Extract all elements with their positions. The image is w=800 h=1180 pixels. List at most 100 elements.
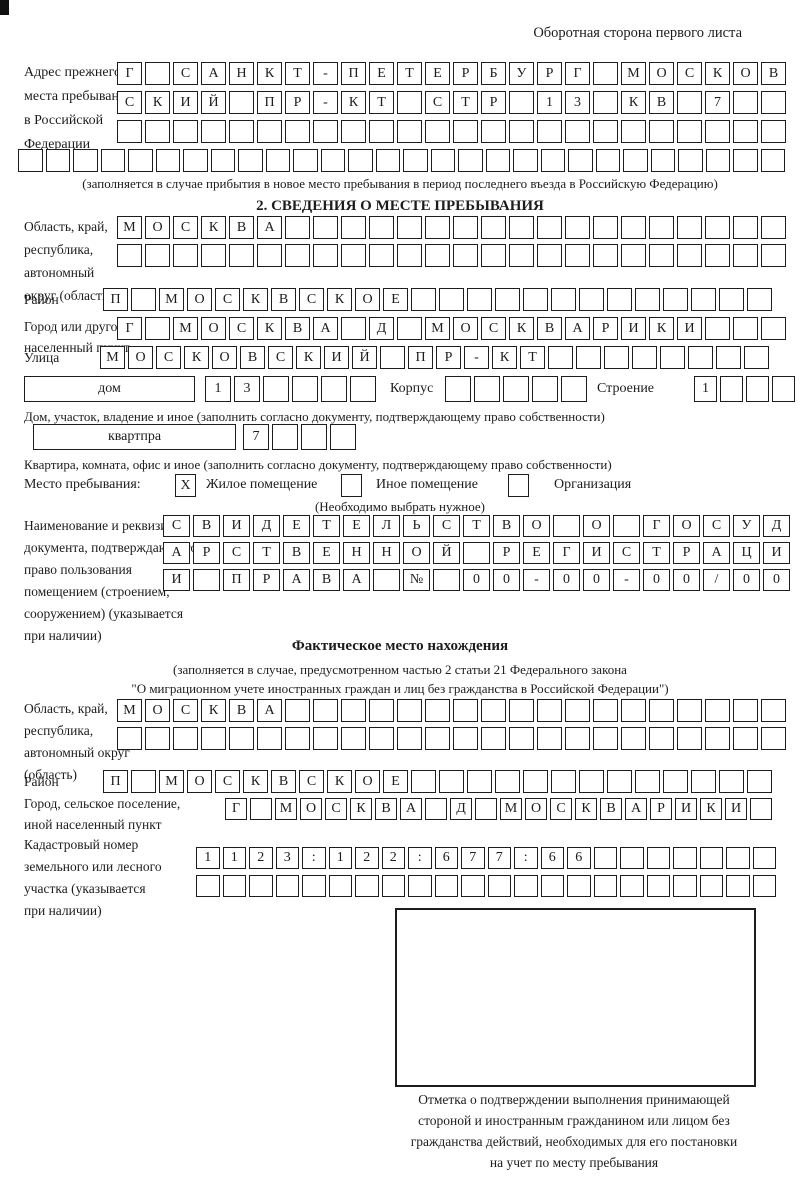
char-cell — [439, 288, 464, 311]
char-cell — [453, 120, 478, 143]
char-cell: С — [215, 770, 240, 793]
char-cell — [540, 149, 565, 172]
char-cell — [663, 288, 688, 311]
char-cell — [193, 569, 220, 591]
char-cell — [635, 288, 660, 311]
prev-address-label-line4: Федерации — [24, 137, 91, 152]
char-cell — [285, 699, 310, 722]
char-cell: С — [215, 288, 240, 311]
char-cell — [576, 346, 601, 369]
char-cell: Н — [229, 62, 254, 85]
char-cell — [593, 216, 618, 239]
char-cell — [238, 149, 263, 172]
char-cell: Д — [369, 317, 394, 340]
char-cell: О — [128, 346, 153, 369]
char-cell — [397, 244, 422, 267]
char-cell — [369, 216, 394, 239]
char-cell — [537, 699, 562, 722]
scan-artifact — [0, 0, 9, 15]
char-cell: Т — [643, 542, 670, 564]
char-cell — [474, 376, 500, 402]
char-cell: М — [500, 798, 522, 820]
char-cell: Р — [453, 62, 478, 85]
char-cell — [733, 216, 758, 239]
char-cell: 3 — [565, 91, 590, 114]
char-cell — [509, 244, 534, 267]
char-cell: Е — [343, 515, 370, 537]
char-cell: 7 — [487, 847, 511, 869]
char-cell: К — [201, 216, 226, 239]
char-cell: И — [324, 346, 349, 369]
char-cell: О — [583, 515, 610, 537]
char-cell — [458, 149, 483, 172]
char-cell — [313, 727, 338, 750]
char-cell: С — [425, 91, 450, 114]
char-cell: / — [703, 569, 730, 591]
char-cell: К — [243, 288, 268, 311]
char-cell: Д — [253, 515, 280, 537]
char-cell: Н — [373, 542, 400, 564]
char-cell: И — [621, 317, 646, 340]
char-cell — [537, 727, 562, 750]
char-cell — [649, 216, 674, 239]
char-cell — [263, 376, 289, 402]
city1-label-line1: Город или другой — [24, 319, 125, 334]
char-cell: М — [100, 346, 125, 369]
char-cell: К — [257, 317, 282, 340]
char-cell — [425, 244, 450, 267]
char-cell: 0 — [583, 569, 610, 591]
stamp-caption: Отметка о подтверждении выполнения прини… — [374, 1089, 774, 1173]
char-cell: 6 — [567, 847, 591, 869]
char-cell — [540, 875, 564, 897]
char-cell — [673, 875, 697, 897]
char-cell — [453, 727, 478, 750]
char-cell: С — [268, 346, 293, 369]
char-cell: Г — [225, 798, 247, 820]
char-cell — [18, 149, 43, 172]
char-cell — [719, 288, 744, 311]
actual-location-note-line2: "О миграционном учете иностранных гражда… — [131, 681, 669, 696]
char-cell — [733, 149, 758, 172]
char-cell: А — [283, 569, 310, 591]
char-cell: Р — [593, 317, 618, 340]
oblast2-row-2 — [117, 727, 786, 750]
char-cell: 0 — [643, 569, 670, 591]
char-cell: И — [763, 542, 790, 564]
char-cell — [620, 875, 644, 897]
char-cell: М — [117, 699, 142, 722]
char-cell: С — [173, 699, 198, 722]
char-cell: П — [103, 770, 128, 793]
char-cell: С — [325, 798, 347, 820]
char-cell: Е — [523, 542, 550, 564]
raion2-label: Район — [24, 774, 59, 789]
char-cell — [467, 770, 492, 793]
char-cell — [551, 288, 576, 311]
char-cell: Т — [397, 62, 422, 85]
char-cell: А — [400, 798, 422, 820]
oblast1-label-line3: автономный — [24, 265, 95, 280]
char-cell: Г — [117, 62, 142, 85]
char-cell — [229, 120, 254, 143]
char-cell — [733, 317, 758, 340]
document-label-line2: документа, подтверждающего — [24, 540, 198, 555]
char-cell: Г — [553, 542, 580, 564]
char-cell — [341, 317, 366, 340]
char-cell — [257, 244, 282, 267]
char-cell: К — [201, 699, 226, 722]
char-cell: А — [257, 699, 282, 722]
char-cell: П — [341, 62, 366, 85]
char-cell: В — [283, 542, 310, 564]
char-cell: О — [453, 317, 478, 340]
char-cell — [341, 727, 366, 750]
char-cell: 1 — [537, 91, 562, 114]
char-cell: А — [201, 62, 226, 85]
char-cell — [249, 875, 273, 897]
char-cell — [434, 875, 458, 897]
char-cell: Р — [493, 542, 520, 564]
char-cell: В — [313, 569, 340, 591]
char-cell — [272, 424, 298, 450]
char-cell: Й — [433, 542, 460, 564]
char-cell: К — [700, 798, 722, 820]
